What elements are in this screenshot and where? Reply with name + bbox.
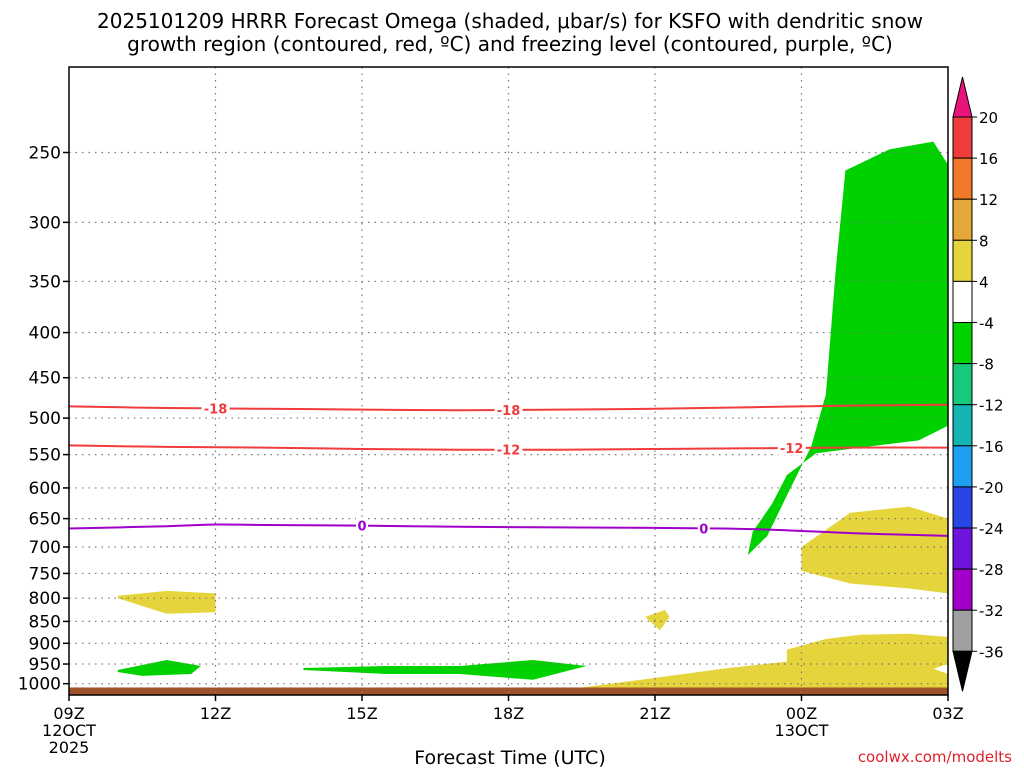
colorbar-label-8: 8: [979, 232, 989, 250]
colorbar-swatch-4: [952, 239, 973, 282]
dgz-label-bg-0-0: [201, 400, 230, 416]
chart-title-line1: 2025101209 HRRR Forecast Omega (shaded, …: [97, 9, 923, 33]
chart-title-line2: growth region (contoured, red, ºC) and f…: [127, 32, 893, 56]
y-tick-label-950: 950: [29, 655, 61, 675]
dgz-label-0-0: -18: [204, 402, 228, 417]
y-tick-label-450: 450: [29, 369, 61, 389]
colorbar-label-20: 20: [979, 109, 998, 127]
colorbar-swatch-13: [952, 609, 973, 652]
freezing-label-bg-0-1: [697, 520, 710, 536]
colorbar-swatch-12: [952, 568, 973, 611]
y-tick-label-250: 250: [29, 143, 61, 163]
x-tick-date-09Z: 12OCT: [42, 721, 96, 740]
omega-region-6: [117, 660, 201, 676]
y-tick-label-300: 300: [29, 213, 61, 233]
omega-region-7: [303, 660, 587, 680]
omega-region-0: [747, 141, 948, 556]
y-tick-label-400: 400: [29, 324, 61, 344]
x-tick-year-09Z: 2025: [49, 738, 90, 757]
colorbar-swatch-6: [952, 322, 973, 365]
dgz-label-bg-0-1: [494, 401, 523, 417]
colorbar-label-16: 16: [979, 150, 998, 168]
x-axis-label: Forecast Time (UTC): [414, 747, 605, 768]
y-tick-label-700: 700: [29, 538, 61, 558]
colorbar-label--24: -24: [979, 520, 1004, 538]
x-tick-label-12Z: 12Z: [200, 704, 231, 723]
colorbar-swatch-2: [952, 157, 973, 200]
grid-lines: [69, 67, 948, 695]
omega-region-3: [801, 506, 948, 594]
colorbar: 20 16 12 8 4 -4 -8 -12 -16 -20 -24 -28 -32 -36: [952, 76, 1004, 692]
colorbar-swatch-3: [952, 198, 973, 241]
colorbar-swatch-8: [952, 404, 973, 447]
freezing-contour-0: [69, 523, 948, 537]
colorbar-label--20: -20: [979, 479, 1004, 497]
dgz-label-1-0: -12: [497, 444, 521, 459]
colorbar-label-4: 4: [979, 273, 989, 291]
y-tick-label-350: 350: [29, 272, 61, 292]
omega-region-2: [581, 651, 948, 692]
dgz-label-bg-1-1: [777, 440, 806, 456]
x-tick-label-18Z: 18Z: [493, 704, 524, 723]
credit-link[interactable]: coolwx.com/modelts: [858, 748, 1012, 766]
colorbar-label--12: -12: [979, 397, 1004, 415]
freezing-label-0-0: 0: [357, 520, 366, 535]
colorbar-swatch-11: [952, 527, 973, 570]
colorbar-bottom-triangle: [952, 650, 973, 692]
y-tick-label-500: 500: [29, 409, 61, 429]
dgz-label-1-1: -12: [780, 442, 804, 457]
colorbar-swatch-9: [952, 445, 973, 488]
colorbar-label-12: 12: [979, 191, 998, 209]
colorbar-label--8: -8: [979, 356, 994, 374]
y-tick-label-850: 850: [29, 612, 61, 632]
y-tick-label-900: 900: [29, 634, 61, 654]
omega-region-5: [645, 610, 670, 631]
contour-lines: -18 -18 -12 -12 0 0: [69, 400, 948, 538]
y-tick-label-800: 800: [29, 589, 61, 609]
colorbar-swatch-1: [952, 116, 973, 159]
y-tick-label-650: 650: [29, 510, 61, 530]
y-axis: 2503003504004505005506006507007508008509…: [18, 143, 69, 695]
x-tick-label-09Z: 09Z: [53, 704, 84, 723]
colorbar-label--36: -36: [979, 643, 1004, 661]
omega-shading: [117, 141, 948, 692]
y-tick-label-1000: 1000: [18, 675, 61, 695]
omega-region-4: [117, 590, 216, 614]
y-tick-label-750: 750: [29, 564, 61, 584]
dgz-label-bg-1-0: [494, 441, 523, 457]
y-tick-label-600: 600: [29, 479, 61, 499]
colorbar-swatch-10: [952, 486, 973, 529]
x-tick-label-15Z: 15Z: [346, 704, 377, 723]
freezing-label-bg-0-0: [356, 517, 368, 533]
x-tick-date-00Z: 13OCT: [775, 721, 829, 740]
colorbar-swatch-5: [952, 280, 973, 323]
colorbar-label--28: -28: [979, 561, 1004, 579]
colorbar-label--16: -16: [979, 438, 1004, 456]
x-tick-label-03Z: 03Z: [932, 704, 963, 723]
y-tick-label-550: 550: [29, 446, 61, 466]
dgz-label-0-1: -18: [497, 404, 521, 419]
x-tick-label-21Z: 21Z: [639, 704, 670, 723]
freezing-label-0-1: 0: [699, 523, 708, 538]
colorbar-label--4: -4: [979, 315, 994, 333]
colorbar-top-triangle: [952, 76, 973, 118]
x-tick-label-00Z: 00Z: [786, 704, 817, 723]
colorbar-label--32: -32: [979, 602, 1004, 620]
colorbar-swatch-7: [952, 363, 973, 406]
